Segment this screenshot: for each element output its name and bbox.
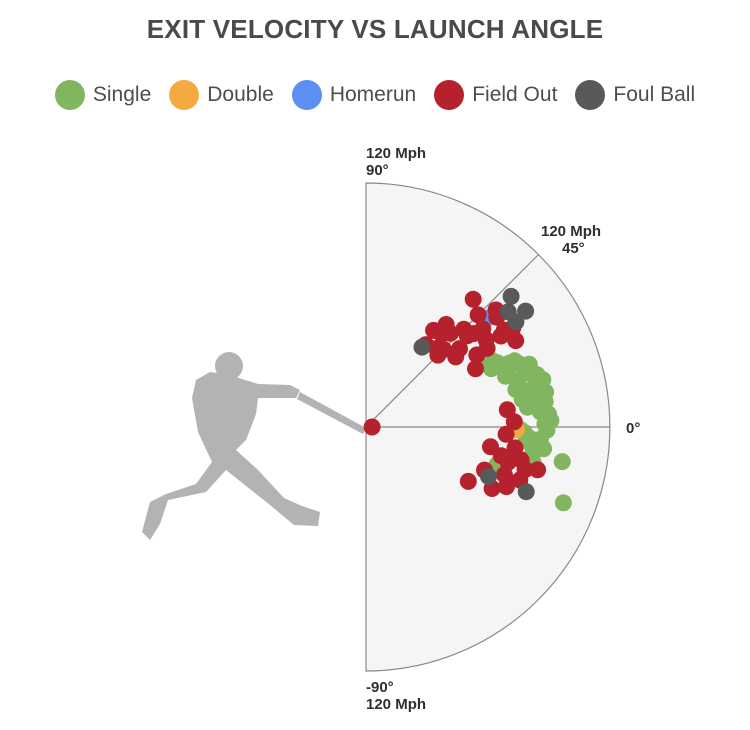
point-field-out [505, 413, 523, 431]
point-field-out [478, 339, 496, 357]
point-field-out [529, 461, 547, 479]
label-bottom-speed: 120 Mph [366, 696, 426, 713]
legend-label-double: Double [207, 83, 274, 106]
point-single [497, 367, 514, 385]
point-single [534, 371, 552, 389]
legend-swatch-double [169, 80, 200, 110]
point-field-out [497, 478, 515, 496]
point-field-out [492, 327, 510, 345]
batter-silhouette-icon [142, 352, 366, 540]
point-foul-ball [517, 302, 535, 320]
point-field-out [363, 418, 381, 436]
point-field-out [469, 306, 487, 324]
point-foul-ball [502, 287, 520, 305]
point-field-out [464, 290, 482, 308]
point-single [519, 398, 536, 416]
point-field-out [467, 360, 484, 378]
point-single [482, 360, 500, 378]
legend-label-single: Single [92, 83, 152, 106]
point-foul-ball [499, 303, 517, 321]
point-field-out [458, 327, 476, 345]
legend-label-homerun: Homerun [329, 83, 417, 106]
data-points [363, 287, 572, 512]
point-single [500, 354, 518, 372]
legend-label-foul-ball: Foul Ball [613, 83, 696, 106]
point-field-out [492, 447, 510, 465]
legend-item-single[interactable]: Single [54, 80, 152, 110]
point-field-out [447, 348, 465, 366]
legend: Single Double Homerun Field Out Foul Bal… [0, 80, 750, 110]
point-foul-ball [480, 468, 497, 485]
point-single [554, 494, 572, 512]
legend-item-foul-ball[interactable]: Foul Ball [575, 80, 695, 110]
legend-swatch-single [54, 80, 85, 110]
legend-item-homerun[interactable]: Homerun [291, 80, 417, 110]
point-single [520, 383, 538, 401]
point-single [533, 396, 551, 414]
label-top-angle: 90° [366, 162, 389, 179]
legend-label-field-out: Field Out [472, 83, 558, 106]
point-single [542, 412, 560, 429]
point-single [521, 430, 539, 447]
legend-swatch-homerun [291, 80, 322, 110]
legend-item-field-out[interactable]: Field Out [434, 80, 557, 110]
point-field-out [497, 425, 515, 443]
point-foul-ball [517, 483, 535, 501]
label-bottom-angle: -90° [366, 679, 394, 696]
point-field-out [425, 321, 443, 339]
chart-title: EXIT VELOCITY VS LAUNCH ANGLE [146, 14, 604, 44]
label-mid-speed: 120 Mph [541, 223, 601, 240]
point-field-out [459, 472, 477, 490]
point-field-out [429, 346, 447, 364]
point-single [553, 453, 571, 471]
legend-swatch-foul-ball [575, 80, 606, 110]
label-zero-angle: 0° [626, 420, 640, 437]
point-foul-ball [413, 338, 431, 356]
point-single [520, 355, 538, 373]
label-mid-angle: 45° [562, 240, 585, 257]
point-field-out [516, 461, 534, 479]
label-top-speed: 120 Mph [366, 145, 426, 162]
legend-item-double[interactable]: Double [169, 80, 274, 110]
point-field-out [441, 324, 459, 342]
legend-swatch-field-out [434, 80, 465, 110]
